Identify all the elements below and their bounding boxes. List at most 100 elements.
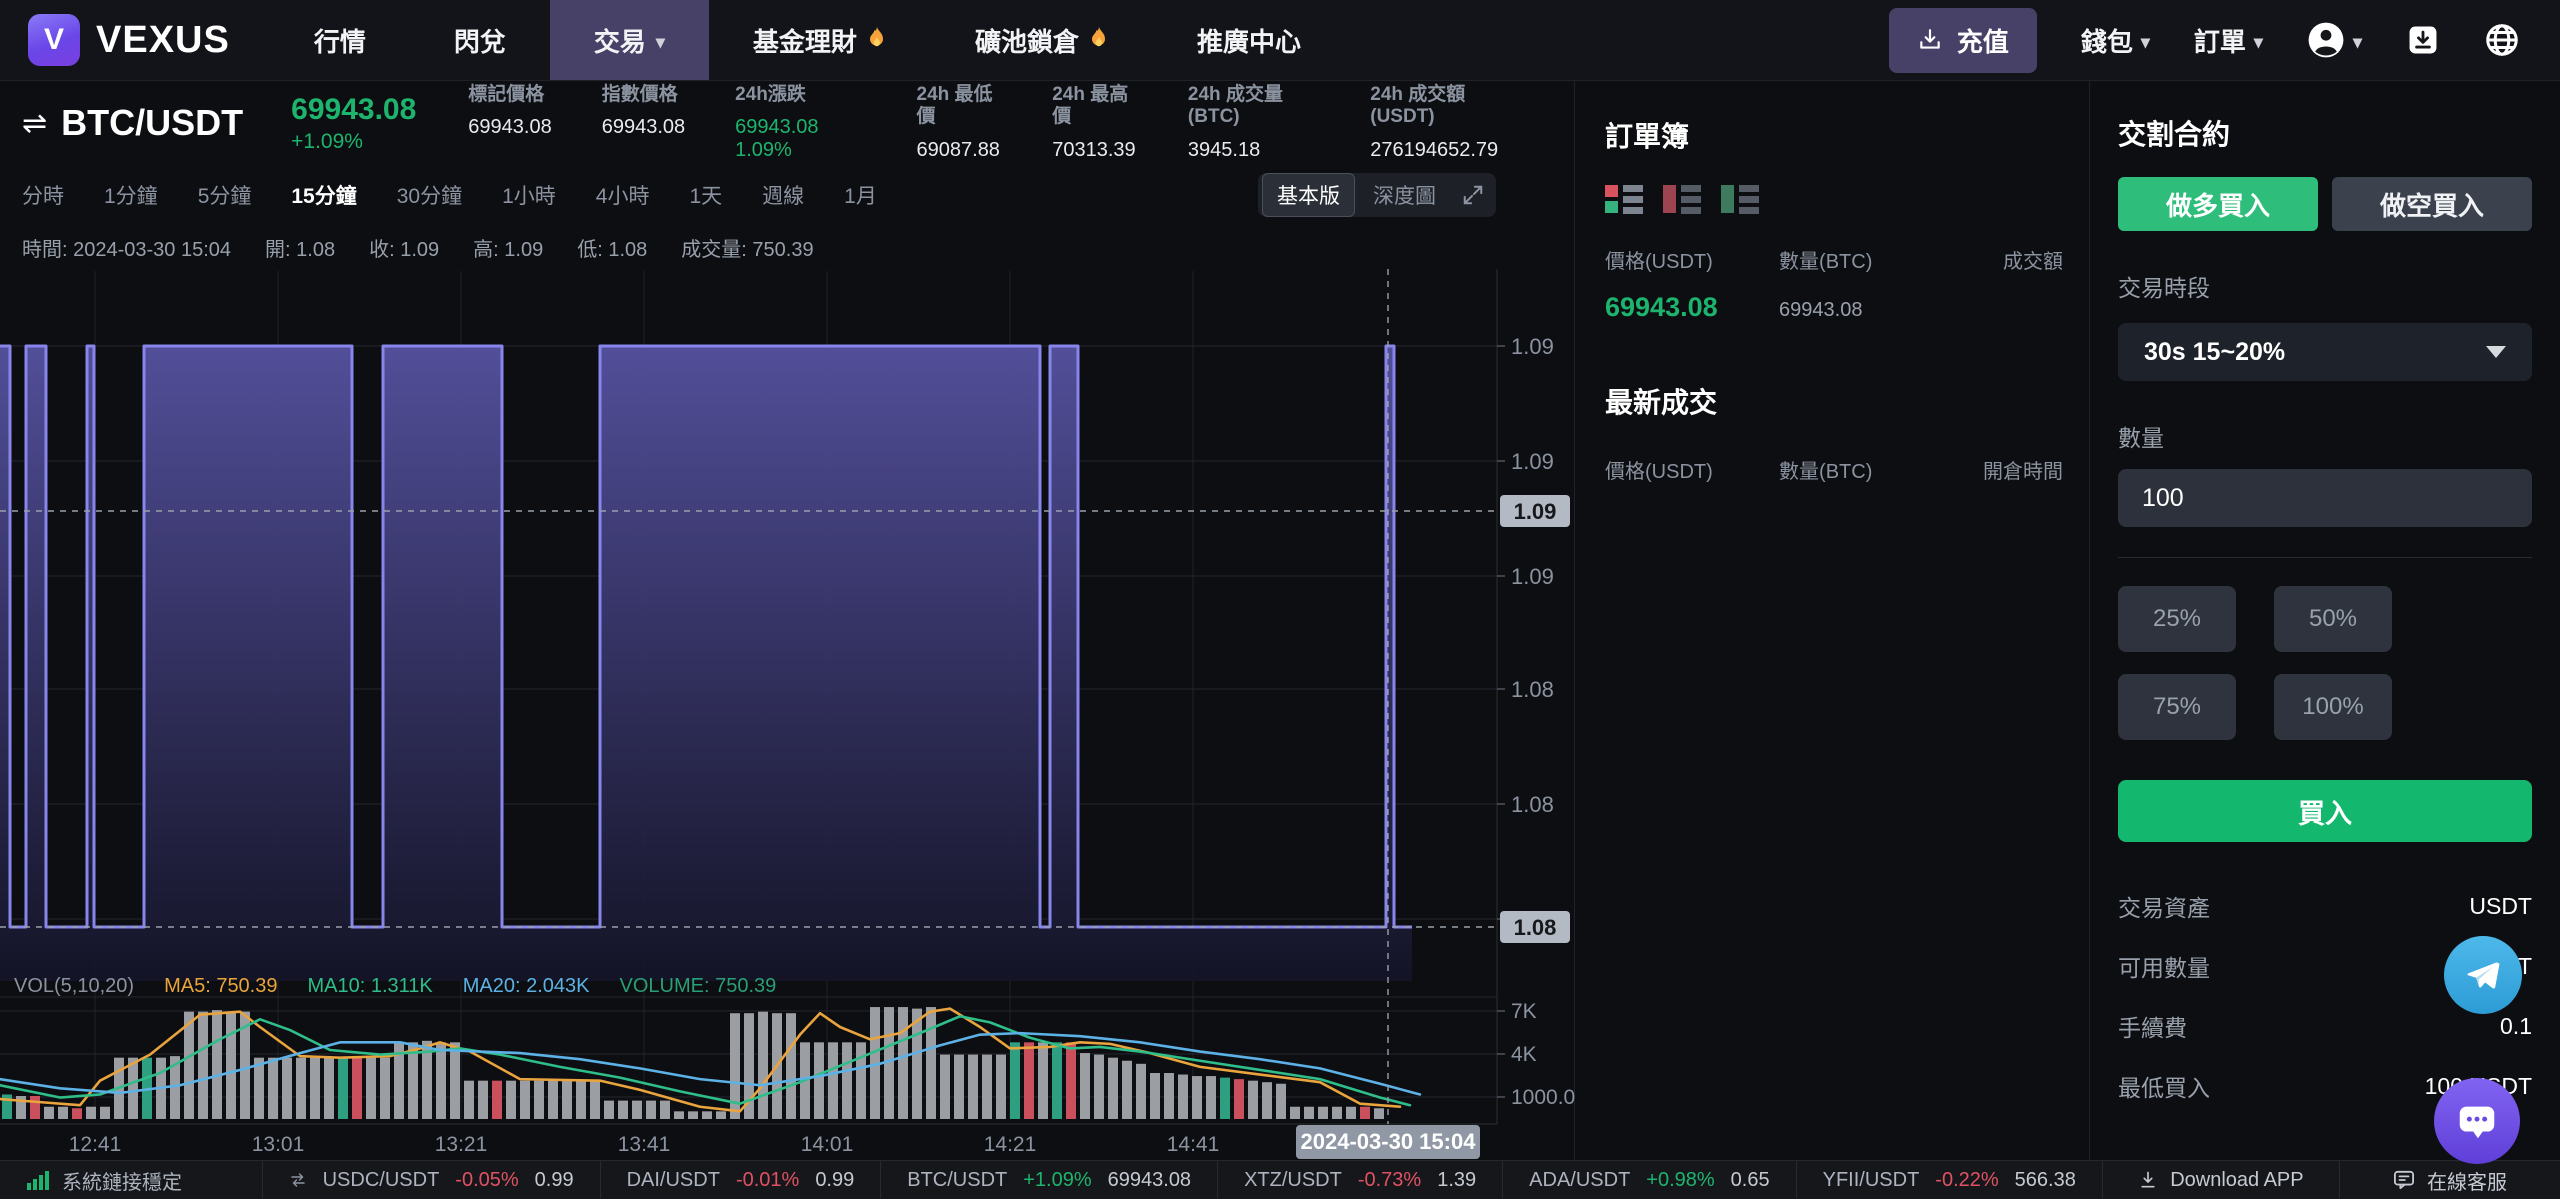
wallet-menu[interactable]: 錢包 ▾ [2081, 22, 2150, 59]
volume-bar [758, 1011, 768, 1119]
nav-item-3[interactable]: 基金理財 [709, 0, 931, 80]
pair-price: 1.39 [1437, 1168, 1477, 1191]
nav-item-2[interactable]: 交易 ▾ [549, 0, 709, 80]
timeframe-週線[interactable]: 週線 [762, 185, 805, 208]
period-label: 交易時段 [2118, 275, 2210, 301]
price-axis-label: 1.09 [1511, 334, 1554, 359]
ticker-stat-5: 24h 成交量(BTC) 3945.18 [1188, 84, 1320, 163]
info-label: 交易資產 [2118, 895, 2210, 921]
statusbar-pair-BTC/USDT[interactable]: BTC/USDT +1.09% 69943.08 [881, 1161, 1219, 1199]
amount-input[interactable] [2118, 469, 2532, 527]
fullscreen-icon[interactable] [1462, 184, 1484, 206]
orderbook-view-asks-icon[interactable] [1663, 183, 1701, 215]
download-icon [2141, 1171, 2155, 1188]
orderbook-row[interactable]: 69943.08 69943.08 [1605, 292, 2063, 323]
statusbar-download-app[interactable]: Download APP [2103, 1161, 2340, 1199]
timeframe-4小時[interactable]: 4小時 [595, 185, 650, 208]
orderbook-view-both-icon[interactable] [1605, 183, 1643, 215]
volume-bar [1262, 1082, 1272, 1119]
deposit-button[interactable]: 充值 [1888, 7, 2037, 73]
account-menu[interactable]: ▾ [2307, 21, 2362, 59]
stat-label: 指數價格 [601, 83, 678, 105]
support-chat-float-button[interactable] [2434, 1078, 2520, 1164]
timeframe-分時[interactable]: 分時 [22, 185, 64, 208]
tab-depth-chart[interactable]: 深度圖 [1373, 185, 1436, 208]
ohlc-field: 成交量: 750.39 [681, 238, 814, 261]
volume-bar [870, 1007, 880, 1119]
nav-item-1[interactable]: 閃兌 [410, 0, 550, 80]
pair-symbol[interactable]: BTC/USDT [61, 102, 244, 143]
brand[interactable]: V VEXUS [0, 0, 270, 80]
pair-name: USDC/USDT [322, 1168, 440, 1191]
info-value: 0.1 [2500, 1012, 2532, 1039]
pair-price: 69943.08 [1107, 1168, 1192, 1191]
volume-bar [212, 1010, 222, 1119]
download-app-button[interactable] [2406, 23, 2440, 57]
telegram-float-button[interactable] [2444, 936, 2522, 1014]
volume-bar [184, 1011, 194, 1119]
swap-pair-icon[interactable]: ⇌ [22, 106, 48, 140]
volume-bar [352, 1057, 362, 1119]
percent-button-25[interactable]: 25% [2118, 586, 2236, 652]
language-button[interactable] [2484, 22, 2520, 58]
percent-button-100[interactable]: 100% [2274, 674, 2392, 740]
statusbar-pair-ADA/USDT[interactable]: ADA/USDT +0.98% 0.65 [1503, 1161, 1797, 1199]
stat-label: 24h 最低價 [916, 83, 993, 128]
volume-bar [786, 1013, 796, 1119]
nav-item-label: 閃兌 [453, 26, 506, 57]
long-buy-button[interactable]: 做多買入 [2118, 177, 2318, 231]
volume-bar [1122, 1060, 1132, 1119]
timeframe-1天[interactable]: 1天 [689, 185, 723, 208]
nav-item-4[interactable]: 礦池鎖倉 [931, 0, 1153, 80]
pair-change: +1.09% [1023, 1168, 1092, 1191]
timeframe-15分鐘[interactable]: 15分鐘 [291, 185, 357, 208]
buy-button[interactable]: 買入 [2118, 780, 2532, 842]
volume-bar [2, 1094, 12, 1119]
volume-bar [618, 1100, 628, 1119]
orderbook-view-bids-icon[interactable] [1721, 183, 1759, 215]
ohlc-info-row: 時間: 2024-03-30 15:04 開: 1.08 收: 1.09 高: 1.0… [0, 225, 1574, 269]
short-buy-button[interactable]: 做空買入 [2332, 177, 2532, 231]
volume-bar [562, 1080, 572, 1119]
statusbar-online-support[interactable]: 在線客服 [2340, 1161, 2560, 1199]
volume-legend: VOL(5,10,20) MA5: 750.39 MA10: 1.311K MA… [14, 975, 776, 998]
price-volume-chart[interactable]: 7K 4K 1000.00 1.09 1.09 1.09 1.08 1.08 1.08 1.09 1… [0, 269, 1575, 1161]
timeframe-1小時[interactable]: 1小時 [502, 185, 556, 208]
ohlc-field: 低: 1.08 [577, 238, 648, 261]
nav-item-0[interactable]: 行情 [270, 0, 410, 80]
percent-button-50[interactable]: 50% [2274, 586, 2392, 652]
vol-axis-label: 1000.00 [1511, 1086, 1575, 1109]
volume-bar [478, 1080, 488, 1119]
statusbar-pair-USDC/USDT[interactable]: USDC/USDT -0.05% 0.99 [263, 1161, 601, 1199]
tab-basic-chart[interactable]: 基本版 [1262, 173, 1355, 217]
stat-value: 69943.08 [601, 116, 686, 139]
ma20-label: MA20: 2.043K [462, 975, 590, 997]
volume-bar [1052, 1042, 1062, 1119]
volume-bar [1024, 1042, 1034, 1119]
timeframe-1分鐘[interactable]: 1分鐘 [104, 185, 158, 208]
percent-button-75[interactable]: 75% [2118, 674, 2236, 740]
chevron-down-icon: ▾ [2352, 31, 2362, 52]
volume-bar [1304, 1106, 1314, 1119]
trade-panel: 交割合約 做多買入 做空買入 交易時段 30s 15~20% 數量 25% 50%… [2090, 81, 2560, 1160]
volume-bar [310, 1057, 320, 1119]
ma20-line [0, 1031, 1422, 1096]
vexus-logo-icon: V [28, 14, 80, 66]
connection-status: 系統鏈接穩定 [0, 1161, 263, 1199]
orders-label: 訂單 [2193, 26, 2246, 57]
volume-bar [982, 1054, 992, 1119]
orders-menu[interactable]: 訂單 ▾ [2194, 22, 2263, 59]
ticker-stat-6: 24h 成交額(USDT) 276194652.79 [1370, 84, 1514, 163]
orderbook-price: 69943.08 [1605, 292, 1718, 322]
statusbar-pair-YFII/USDT[interactable]: YFII/USDT -0.22% 566.38 [1797, 1161, 2103, 1199]
timeframe-5分鐘[interactable]: 5分鐘 [197, 185, 252, 208]
timeframe-1月[interactable]: 1月 [844, 185, 877, 208]
nav-item-label: 行情 [313, 26, 366, 57]
timeframe-30分鐘[interactable]: 30分鐘 [396, 185, 463, 208]
statusbar-pair-XTZ/USDT[interactable]: XTZ/USDT -0.73% 1.39 [1218, 1161, 1504, 1199]
price-axis-label: 1.09 [1511, 449, 1554, 474]
period-select[interactable]: 30s 15~20% [2118, 323, 2532, 381]
signal-bars-icon [27, 1171, 49, 1190]
statusbar-pair-DAI/USDT[interactable]: DAI/USDT -0.01% 0.99 [601, 1161, 882, 1199]
nav-item-5[interactable]: 推廣中心 [1153, 0, 1345, 80]
